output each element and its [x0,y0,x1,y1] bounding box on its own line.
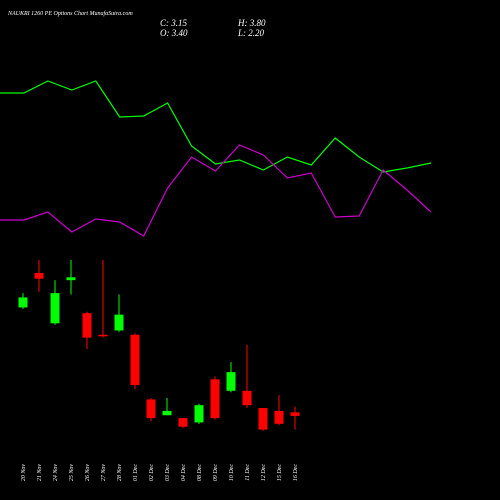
candle-body [66,277,76,281]
x-tick-label: 12 Dec [261,464,267,481]
x-tick-label: 16 Dec [293,464,299,481]
x-tick-label: 04 Dec [180,464,187,481]
x-tick-label: 15 Dec [277,464,283,481]
candle-body [82,313,92,338]
close-text: C: 3.15 [160,18,188,28]
x-tick-label: 02 Dec [149,464,155,481]
candle-body [226,372,236,391]
x-tick-label: 08 Dec [197,464,203,481]
candle-body [242,390,252,406]
x-tick-label: 03 Dec [165,464,171,481]
indicator-line [0,80,432,173]
x-tick-label: 27 Nov [101,464,107,482]
x-tick-label: 11 Dec [245,464,251,481]
candle-body [130,334,140,386]
candle-body [290,412,300,416]
indicator-line [0,144,432,237]
chart-title: NAUKRI 1260 PE Options Chart MunafaSutra… [7,10,133,17]
x-tick-label: 09 Dec [213,464,219,481]
candle-body [178,418,188,427]
candle-body [34,272,44,279]
x-tick-label: 20 Nov [21,464,27,482]
x-tick-label: 26 Nov [85,464,91,482]
candle-body [50,293,60,324]
x-tick-label: 25 Nov [69,464,75,482]
open-text: O: 3.40 [160,28,188,38]
x-tick-label: 10 Dec [229,464,235,481]
candle-body [210,379,220,419]
x-tick-label: 21 Nov [37,464,43,482]
candle-body [162,410,172,416]
candle-body [98,334,108,337]
candle-body [146,399,156,419]
x-tick-label: 01 Dec [133,464,139,481]
high-text: H: 3.80 [237,18,266,28]
candle-body [194,405,204,423]
candle-body [274,410,284,424]
x-tick-label: 28 Nov [117,464,123,482]
x-tick-label: 24 Nov [52,464,59,482]
low-text: L: 2.20 [237,28,265,38]
candle-body [18,297,28,308]
candle-body [258,408,268,430]
candle-body [114,314,124,331]
